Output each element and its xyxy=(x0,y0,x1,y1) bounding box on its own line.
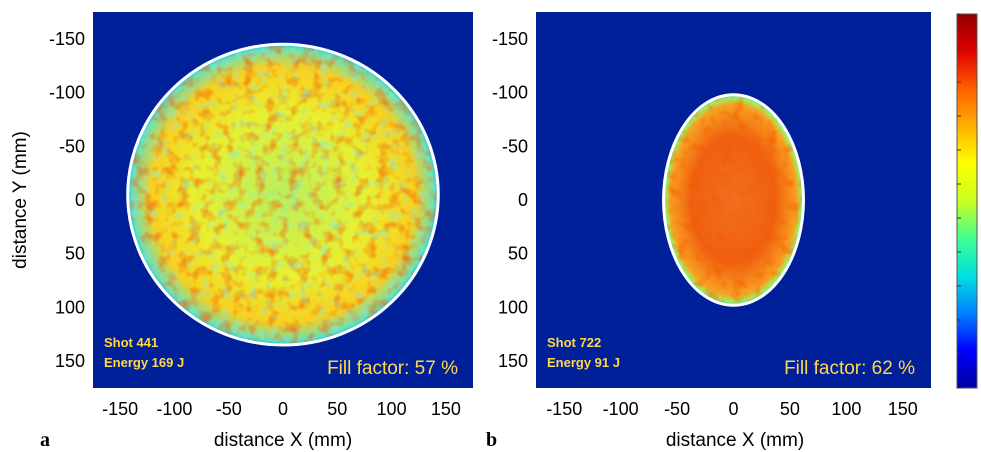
colorbar-ticks xyxy=(957,13,961,389)
ticks-b: -150 -100 -50 0 50 100 150 -150 -100 -50 0 50 100 150 xyxy=(492,29,918,419)
beam-outline-a xyxy=(126,42,440,347)
y-tick-label: 100 xyxy=(55,297,85,317)
x-tick-label: 0 xyxy=(728,399,738,419)
y-tick-label: -100 xyxy=(492,83,528,103)
colorbar xyxy=(956,13,978,389)
shot-label-b: Shot 722 xyxy=(547,335,601,350)
energy-label-b: Energy 91 J xyxy=(547,355,620,370)
beam-lowspots-a xyxy=(127,44,439,346)
y-tick-label: 150 xyxy=(55,351,85,371)
panel-a: -150 -100 -50 0 50 100 150 -150 -100 -50 0 50 100 150… xyxy=(10,12,473,451)
y-tick-label: 50 xyxy=(508,244,528,264)
x-tick-label: -150 xyxy=(102,399,138,419)
colorbar-gradient xyxy=(956,13,978,389)
x-tick-label: -100 xyxy=(156,399,192,419)
ticks-a: -150 -100 -50 0 50 100 150 -150 -100 -50 0 50 100 150 xyxy=(49,29,461,419)
panel-letter-b: b xyxy=(486,429,497,451)
beam-profile-b xyxy=(663,94,804,306)
y-tick-label: 0 xyxy=(75,190,85,210)
x-tick-label: 50 xyxy=(780,399,800,419)
beam-profile-a xyxy=(127,44,439,346)
energy-label-a: Energy 169 J xyxy=(104,355,184,370)
x-tick-label: 150 xyxy=(888,399,918,419)
y-tick-label: 50 xyxy=(65,244,85,264)
x-axis-label-a: distance X (mm) xyxy=(214,430,352,451)
y-tick-label: -50 xyxy=(59,136,85,156)
y-tick-label: -150 xyxy=(49,29,85,49)
panel-letter-a: a xyxy=(40,429,50,451)
beam-hotspots-b xyxy=(663,94,804,306)
fill-factor-b: Fill factor: 62 % xyxy=(784,358,915,379)
fill-factor-a: Fill factor: 57 % xyxy=(327,358,458,379)
x-tick-label: 150 xyxy=(431,399,461,419)
x-tick-label: -50 xyxy=(216,399,242,419)
shot-label-a: Shot 441 xyxy=(104,335,158,350)
y-tick-label: 0 xyxy=(518,190,528,210)
x-tick-label: 50 xyxy=(327,399,347,419)
x-tick-label: 100 xyxy=(831,399,861,419)
y-tick-label: -50 xyxy=(502,136,528,156)
x-tick-label: -50 xyxy=(664,399,690,419)
y-tick-label: -150 xyxy=(492,29,528,49)
y-tick-label: -100 xyxy=(49,83,85,103)
x-tick-label: 0 xyxy=(278,399,288,419)
x-tick-label: 100 xyxy=(377,399,407,419)
beam-outline-b xyxy=(662,93,805,307)
y-tick-label: 100 xyxy=(498,297,528,317)
panel-b: -150 -100 -50 0 50 100 150 -150 -100 -50 0 50 100 150… xyxy=(486,12,931,451)
y-axis-label-a: distance Y (mm) xyxy=(10,131,31,269)
x-tick-label: -150 xyxy=(546,399,582,419)
y-tick-label: 150 xyxy=(498,351,528,371)
x-tick-label: -100 xyxy=(603,399,639,419)
x-axis-label-b: distance X (mm) xyxy=(666,430,804,451)
